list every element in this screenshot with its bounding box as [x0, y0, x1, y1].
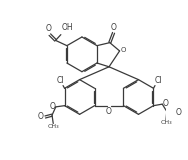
Text: Cl: Cl [56, 76, 64, 84]
Text: O: O [45, 24, 51, 33]
Text: CH₃: CH₃ [48, 124, 59, 129]
Text: O: O [176, 108, 181, 117]
Text: O: O [121, 47, 126, 53]
Text: CH₃: CH₃ [161, 120, 172, 125]
Text: Cl: Cl [154, 76, 162, 84]
Text: O: O [37, 112, 43, 121]
Text: O: O [106, 107, 112, 116]
Text: O: O [111, 23, 117, 32]
Text: O: O [49, 102, 55, 111]
Text: O: O [163, 99, 168, 108]
Text: OH: OH [62, 23, 73, 32]
